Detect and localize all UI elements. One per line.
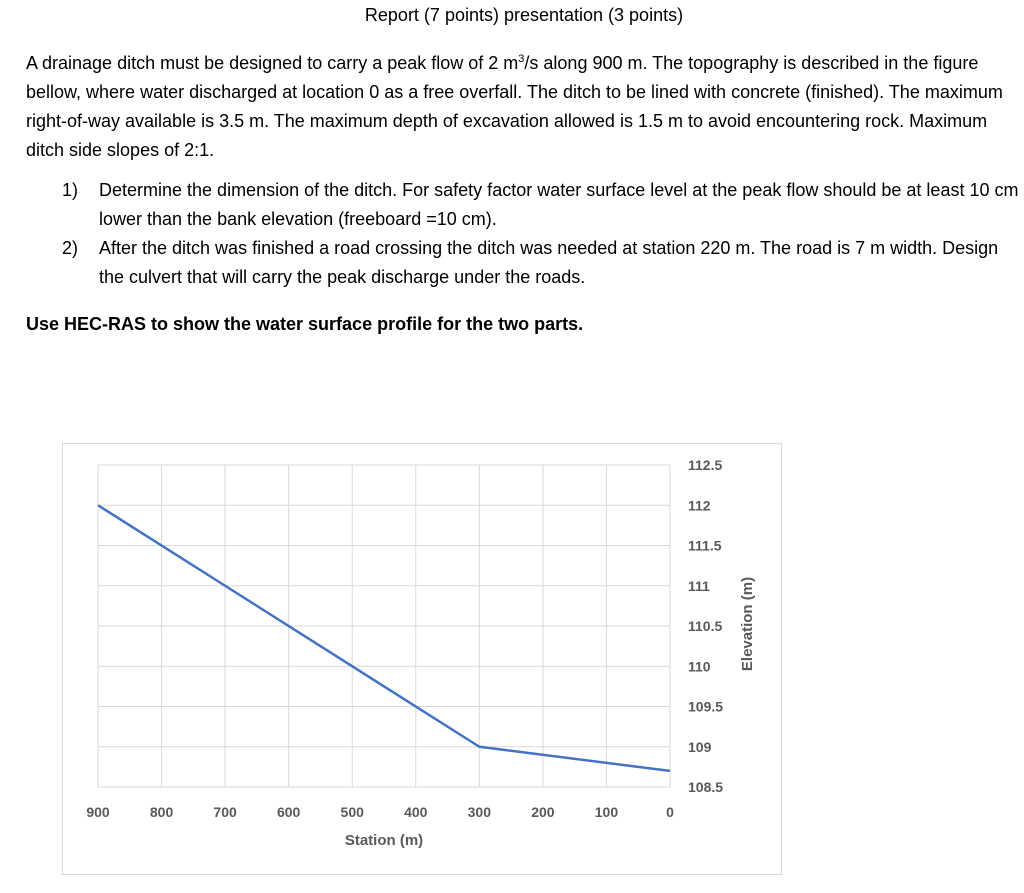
x-tick-label: 800: [150, 804, 174, 820]
y-tick-label: 111: [688, 578, 710, 594]
intro-text-end: /s along 900 m. The topography is descri…: [26, 53, 1003, 160]
question-item: 2) After the ditch was finished a road c…: [0, 234, 1019, 292]
y-tick-label: 110: [688, 658, 711, 674]
x-axis-title: Station (m): [345, 832, 423, 849]
x-tick-label: 700: [213, 804, 237, 820]
question-item: 1) Determine the dimension of the ditch.…: [0, 176, 1019, 234]
x-tick-label: 900: [86, 804, 110, 820]
x-tick-label: 300: [468, 804, 492, 820]
y-tick-label: 111.5: [688, 538, 722, 554]
y-tick-label: 109: [688, 739, 712, 755]
elevation-profile-line: [97, 504, 671, 773]
y-tick-label: 112: [688, 497, 711, 513]
x-tick-label: 600: [277, 804, 301, 820]
y-tick-label: 108.5: [688, 779, 723, 795]
x-tick-label: 400: [404, 804, 428, 820]
question-list: 1) Determine the dimension of the ditch.…: [0, 176, 1024, 292]
x-tick-label: 200: [531, 804, 555, 820]
x-tick-label: 500: [341, 804, 365, 820]
y-tick-label: 109.5: [688, 699, 723, 715]
x-tick-label: 0: [666, 804, 674, 820]
x-tick-label: 100: [595, 804, 619, 820]
question-number: 2): [62, 238, 79, 258]
question-text: After the ditch was finished a road cros…: [99, 238, 999, 287]
y-axis-title: Elevation (m): [739, 577, 756, 671]
y-tick-label: 110.5: [688, 618, 722, 634]
report-title: Report (7 points) presentation (3 points…: [364, 5, 684, 25]
cubic-superscript: 3: [518, 53, 525, 65]
profile-chart-frame: [62, 443, 782, 875]
question-number: 1): [62, 180, 79, 200]
y-tick-label: 112.5: [688, 457, 722, 473]
intro-text-start: A drainage ditch must be designed to car…: [26, 53, 519, 73]
problem-statement: A drainage ditch must be designed to car…: [26, 45, 1022, 165]
instruction-text: Use HEC-RAS to show the water surface pr…: [26, 314, 584, 334]
question-text: Determine the dimension of the ditch. Fo…: [99, 180, 1019, 229]
